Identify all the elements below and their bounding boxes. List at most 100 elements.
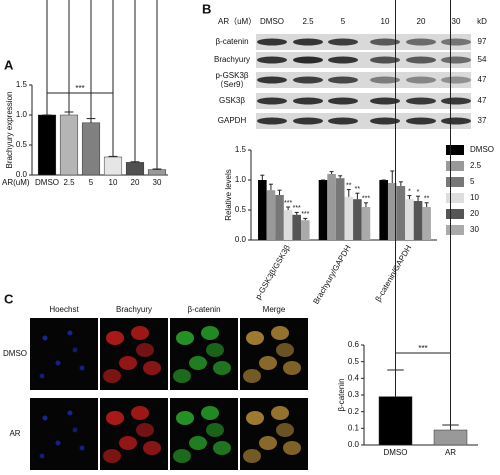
band <box>293 76 323 84</box>
row-label: AR <box>9 429 20 438</box>
blot-strip <box>256 34 471 50</box>
column-header: Merge <box>263 305 286 314</box>
band <box>406 38 436 46</box>
lane-label: 10 <box>381 17 390 26</box>
significance-label: *** <box>418 344 427 353</box>
kd-value: 37 <box>478 116 487 125</box>
cell <box>189 436 207 450</box>
bar <box>379 180 388 240</box>
row-sublabel: （Ser9） <box>216 80 249 89</box>
bar <box>361 207 371 240</box>
cell <box>176 331 194 345</box>
band <box>293 38 323 46</box>
bar <box>433 429 468 446</box>
y-tick-label: 0.5 <box>348 357 360 366</box>
x-tick-label: β-catenin/GAPDH <box>374 243 414 303</box>
band <box>406 76 436 84</box>
legend-label: 20 <box>470 209 479 218</box>
significance-label: *** <box>301 211 309 218</box>
significance-label: ** <box>424 196 430 203</box>
bar <box>405 199 414 240</box>
bar <box>103 156 123 176</box>
cell <box>271 406 289 420</box>
significance-label: *** <box>284 200 292 207</box>
cell <box>246 331 264 345</box>
bar <box>125 162 145 176</box>
x-tick-label: DMSO <box>384 448 408 457</box>
bar <box>387 183 397 240</box>
bar <box>266 190 276 240</box>
blot-strip <box>256 93 471 109</box>
band <box>406 117 436 125</box>
row-label: DMSO <box>3 349 27 358</box>
significance-label: ** <box>355 186 361 193</box>
y-axis-label: β-catenin <box>337 378 346 411</box>
x-tick-label: 5 <box>89 178 94 187</box>
cell <box>55 440 61 446</box>
legend-swatch <box>446 193 464 203</box>
panel-label: B <box>202 1 211 16</box>
significance-label: * <box>408 188 411 195</box>
y-tick-label: 0.4 <box>348 373 360 382</box>
y-tick-label: 0.3 <box>348 390 360 399</box>
cell <box>246 411 264 425</box>
cell <box>276 423 294 437</box>
x-axis-label: AR(uM) <box>2 178 30 187</box>
band <box>441 38 471 46</box>
band <box>257 117 287 125</box>
bar <box>344 196 354 240</box>
legend-swatch <box>446 209 464 219</box>
blot-strip <box>256 52 471 68</box>
lane-label: 30 <box>452 17 461 26</box>
cell <box>119 356 137 370</box>
cell <box>259 356 277 370</box>
band <box>441 76 471 84</box>
y-axis-label: Brachyury expression <box>5 92 14 169</box>
cell <box>213 441 231 455</box>
y-tick-label: 1.5 <box>235 145 247 154</box>
significance-bracket <box>46 92 114 96</box>
band <box>370 56 400 64</box>
bar <box>335 178 345 240</box>
cell <box>131 406 149 420</box>
cell <box>213 361 231 375</box>
bar <box>378 396 413 446</box>
band <box>406 97 436 105</box>
cell <box>136 343 154 357</box>
cell <box>67 410 73 416</box>
cell <box>106 411 124 425</box>
band <box>328 38 358 46</box>
bar <box>59 114 79 176</box>
cell <box>189 356 207 370</box>
bar <box>396 186 406 240</box>
y-tick-label: 0.0 <box>348 440 360 449</box>
band <box>293 97 323 105</box>
significance-label: *** <box>362 196 370 203</box>
y-tick-label: 0.6 <box>348 340 360 349</box>
x-tick-label: 2.5 <box>63 178 75 187</box>
cell <box>283 441 301 455</box>
bar <box>292 214 302 240</box>
x-tick-label: Brachyury/GAPDH <box>311 243 352 305</box>
band <box>370 117 400 125</box>
band <box>257 97 287 105</box>
y-tick-label: 1.0 <box>16 110 28 119</box>
row-label: Brachyury <box>214 55 250 64</box>
panel-label: C <box>4 291 14 306</box>
cell <box>173 369 191 383</box>
band <box>370 38 400 46</box>
x-tick-label: p-GSK3β/GSK3β <box>254 243 293 301</box>
blot-strip <box>256 113 471 129</box>
band <box>293 56 323 64</box>
lane-label: 5 <box>341 17 346 26</box>
bar <box>301 220 310 240</box>
cell <box>206 343 224 357</box>
bar <box>147 169 167 176</box>
band <box>406 56 436 64</box>
x-tick-label: 20 <box>131 178 140 187</box>
cell <box>106 331 124 345</box>
cell <box>55 360 61 366</box>
y-tick-label: 0.0 <box>235 235 247 244</box>
legend-label: 5 <box>470 177 475 186</box>
micrograph <box>30 318 98 390</box>
